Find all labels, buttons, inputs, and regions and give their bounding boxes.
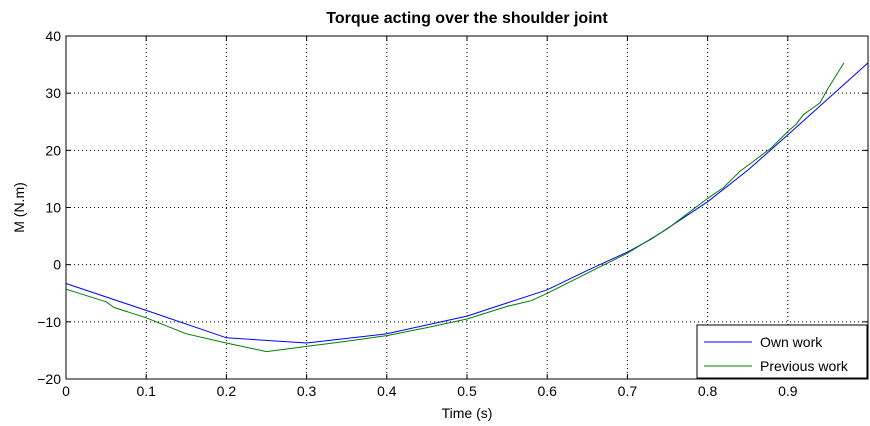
- x-axis-label: Time (s): [442, 405, 493, 421]
- y-tick-label: 20: [45, 142, 61, 158]
- x-tick-label: 0.2: [217, 383, 237, 399]
- x-tick-label: 0.6: [537, 383, 557, 399]
- chart-title: Torque acting over the shoulder joint: [326, 10, 608, 27]
- x-tick-label: 0.7: [618, 383, 638, 399]
- grid: [66, 36, 868, 379]
- x-tick-label: 0.3: [297, 383, 317, 399]
- x-tick-label: 0.4: [377, 383, 397, 399]
- legend: Own work Previous work: [696, 324, 868, 379]
- y-tick-label: −20: [37, 371, 61, 387]
- legend-label: Previous work: [760, 358, 849, 374]
- x-tick-label: 0.1: [136, 383, 156, 399]
- x-tick-label: 0.8: [698, 383, 718, 399]
- axis-ticks: 0 0.1 0.2 0.3 0.4 0.5 0.6 0.7 0.8 0.9 −20 −10 0 10 20 3…: [37, 28, 868, 399]
- y-tick-label: 0: [53, 257, 61, 273]
- x-tick-label: 0.5: [457, 383, 477, 399]
- series-lines: [65, 62, 869, 353]
- y-tick-label: 40: [45, 28, 61, 44]
- series-line-own-work: [65, 62, 869, 344]
- series-line-previous-work: [65, 62, 845, 353]
- y-tick-label: 30: [45, 85, 61, 101]
- legend-box: [696, 324, 868, 379]
- y-tick-label: −10: [37, 314, 61, 330]
- y-tick-label: 10: [45, 200, 61, 216]
- legend-label: Own work: [760, 334, 823, 350]
- y-axis-label: M (N.m): [11, 182, 27, 233]
- x-tick-label: 0: [62, 383, 70, 399]
- x-tick-label: 0.9: [778, 383, 798, 399]
